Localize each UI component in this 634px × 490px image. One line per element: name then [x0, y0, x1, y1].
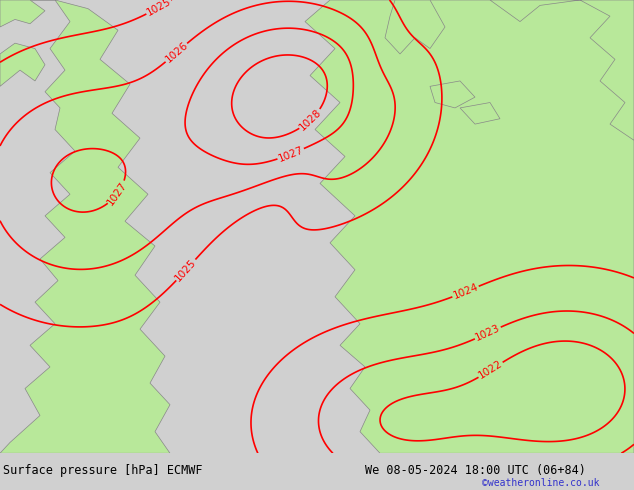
Polygon shape: [385, 0, 445, 54]
Text: 1025: 1025: [173, 257, 198, 283]
Text: 1023: 1023: [474, 323, 502, 343]
Text: 1025: 1025: [145, 0, 173, 18]
Text: 1026: 1026: [163, 40, 190, 65]
Polygon shape: [0, 0, 170, 453]
Text: 1022: 1022: [477, 359, 505, 381]
Text: We 08-05-2024 18:00 UTC (06+84): We 08-05-2024 18:00 UTC (06+84): [365, 465, 585, 477]
Polygon shape: [0, 0, 45, 27]
Polygon shape: [490, 0, 634, 140]
Text: 1024: 1024: [451, 282, 480, 301]
Polygon shape: [305, 0, 634, 453]
Text: 1027: 1027: [276, 145, 305, 164]
Text: ©weatheronline.co.uk: ©weatheronline.co.uk: [482, 478, 599, 488]
Text: Surface pressure [hPa] ECMWF: Surface pressure [hPa] ECMWF: [3, 465, 203, 477]
Polygon shape: [430, 81, 475, 108]
Text: 1028: 1028: [297, 107, 323, 132]
Polygon shape: [460, 102, 500, 124]
Text: 1027: 1027: [106, 179, 129, 207]
Polygon shape: [0, 43, 45, 86]
